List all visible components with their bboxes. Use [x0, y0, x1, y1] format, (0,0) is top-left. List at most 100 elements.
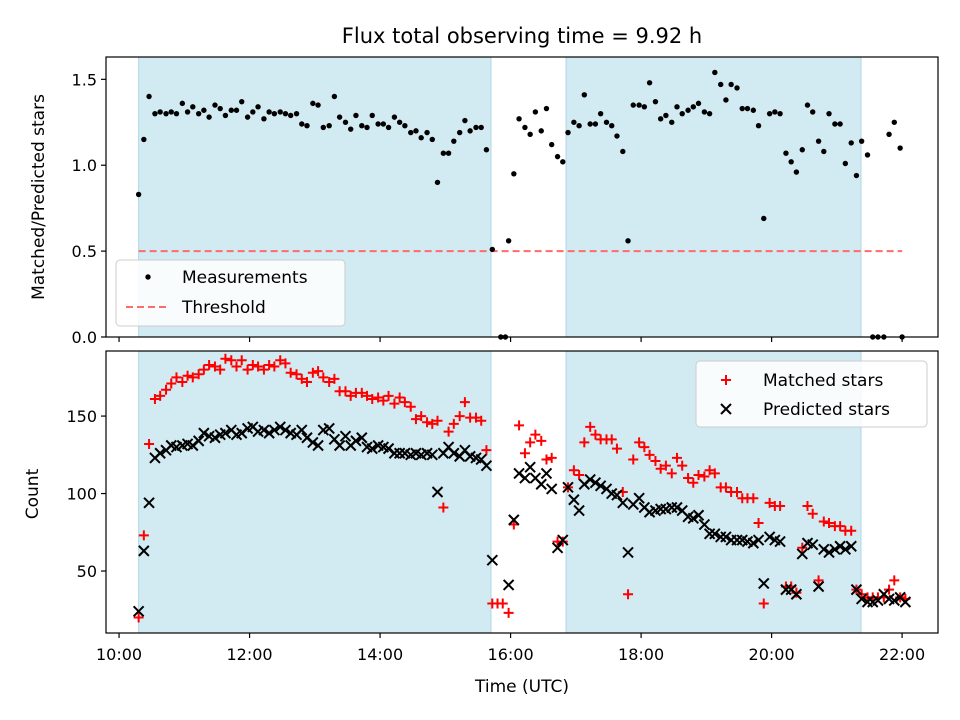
top-observing-band [565, 56, 862, 338]
matched-stars-point [519, 448, 530, 459]
measurement-point [353, 112, 359, 119]
matched-stars-point [824, 517, 835, 528]
bottom-x-tick-label: 14:00 [357, 645, 403, 664]
matched-stars-point [307, 367, 318, 378]
matched-stars-point [133, 612, 144, 623]
predicted-stars-point [899, 596, 912, 608]
matched-stars-point [144, 438, 155, 449]
measurement-point [478, 124, 484, 131]
matched-stars-point [764, 497, 775, 508]
matched-stars-point [340, 386, 351, 397]
matched-stars-point [660, 460, 671, 471]
predicted-stars-point [138, 545, 150, 557]
predicted-stars-point [611, 489, 623, 501]
measurement-point [891, 119, 897, 125]
measurement-point [777, 110, 783, 117]
measurement-point [179, 100, 186, 107]
matched-stars-point [275, 355, 286, 366]
predicted-stars-point [486, 554, 499, 566]
predicted-stars-point [666, 501, 678, 514]
measurement-point [695, 100, 702, 107]
predicted-stars-point [774, 535, 786, 548]
predicted-stars-point [855, 593, 868, 605]
matched-stars-point [514, 420, 525, 431]
measurement-point [527, 131, 533, 138]
legend-threshold-label: Threshold [181, 298, 266, 318]
predicted-stars-point [633, 492, 645, 504]
predicted-stars-point [480, 459, 493, 472]
predicted-stars-point [573, 504, 585, 517]
predicted-stars-point [307, 436, 319, 449]
measurement-point [739, 105, 745, 112]
measurement-point [408, 129, 414, 136]
measurement-point [761, 215, 767, 222]
measurement-point [810, 109, 816, 115]
matched-stars-point [138, 530, 149, 541]
measurement-point [571, 119, 577, 125]
matched-stars-point [818, 516, 829, 527]
measurement-point [315, 102, 321, 108]
predicted-stars-point [219, 427, 232, 439]
matched-stars-point [568, 465, 579, 476]
measurement-point [744, 105, 751, 112]
bottom-y-tick-label: 150 [66, 407, 97, 426]
measurement-point [201, 107, 207, 113]
measurement-point [451, 138, 457, 144]
matched-stars-point [296, 373, 307, 384]
measurement-point [293, 110, 300, 117]
bottom-x-tick-label: 12:00 [227, 645, 273, 664]
measurement-point [538, 128, 544, 134]
measurement-point [734, 85, 740, 91]
matched-stars-point [177, 376, 188, 387]
measurement-point [287, 112, 294, 119]
predicted-stars-point [502, 579, 515, 591]
predicted-stars-point [654, 503, 667, 515]
matched-stars-point [481, 445, 492, 456]
measurement-point [396, 119, 403, 125]
top-y-tick-label: 0.0 [72, 328, 97, 347]
top-axes-frame [105, 56, 939, 338]
measurement-point [369, 112, 375, 119]
measurement-point [669, 119, 675, 125]
matched-stars-point [634, 437, 645, 448]
predicted-stars-point [339, 430, 352, 442]
matched-stars-point [264, 359, 275, 370]
matched-stars-point [623, 589, 634, 600]
measurement-point [173, 110, 180, 117]
measurement-point [483, 147, 490, 153]
measurement-point [690, 104, 696, 110]
matched-stars-point [318, 372, 329, 383]
bottom-x-tick-label: 20:00 [749, 645, 795, 664]
bottom-y-tick-label: 100 [66, 485, 97, 504]
matched-stars-point [758, 598, 769, 609]
matched-stars-point [666, 468, 677, 479]
predicted-stars-point [198, 427, 210, 439]
predicted-stars-point [731, 534, 743, 546]
measurement-point [646, 80, 653, 86]
measurement-point [391, 114, 398, 120]
matched-stars-point [155, 390, 166, 401]
measurement-point [467, 128, 473, 134]
measurement-point [832, 121, 838, 127]
measurement-point [206, 114, 212, 120]
matched-stars-point [683, 473, 694, 484]
matched-stars-point [459, 397, 470, 408]
matched-stars-point [345, 390, 356, 401]
measurement-point [516, 116, 522, 122]
matched-stars-point [220, 353, 231, 364]
predicted-stars-point [758, 577, 770, 590]
matched-stars-point [628, 454, 639, 465]
measurement-point [620, 148, 626, 155]
measurement-point [652, 98, 659, 105]
predicted-stars-point [829, 543, 841, 556]
matched-stars-point [209, 361, 220, 372]
measurement-point [342, 119, 349, 125]
predicted-stars-point [154, 447, 166, 459]
predicted-stars-point [687, 512, 700, 525]
legend-measurement-marker [145, 274, 151, 280]
legend-matched-marker [721, 375, 731, 385]
measurement-point [359, 123, 365, 129]
matched-stars-point [497, 598, 508, 609]
measurement-point [728, 81, 734, 88]
